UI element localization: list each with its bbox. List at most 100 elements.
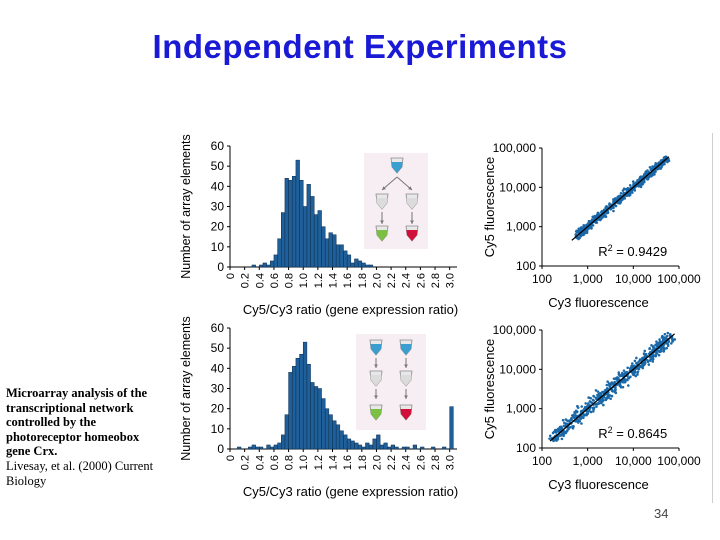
histogram-bar bbox=[295, 159, 300, 268]
histogram-bar bbox=[357, 260, 363, 268]
histogram-bar bbox=[313, 386, 319, 450]
x-axis-label: Cy5/Cy3 ratio (gene expression ratio) bbox=[243, 484, 458, 499]
histogram-bar bbox=[420, 446, 425, 450]
data-point bbox=[623, 197, 627, 200]
histogram-bar bbox=[299, 353, 304, 450]
tube-green-liquid bbox=[376, 230, 388, 241]
data-point bbox=[580, 405, 584, 408]
data-point bbox=[637, 360, 641, 363]
histogram-bar bbox=[251, 444, 256, 450]
x-tick-label: 1.4 bbox=[328, 273, 340, 288]
data-point bbox=[591, 410, 595, 413]
x-tick-label: 2.2 bbox=[386, 273, 398, 288]
data-point bbox=[606, 387, 609, 390]
data-point bbox=[658, 340, 662, 343]
histogram-bar bbox=[299, 180, 304, 268]
data-point bbox=[580, 422, 583, 425]
data-point bbox=[592, 408, 595, 411]
histogram-bar bbox=[332, 420, 337, 450]
x-axis-label: Cy5/Cy3 ratio (gene expression ratio) bbox=[243, 302, 458, 317]
data-point bbox=[639, 184, 643, 187]
data-point bbox=[631, 180, 635, 183]
tube-source-right-liquid bbox=[400, 344, 412, 355]
data-point bbox=[619, 192, 623, 195]
data-point bbox=[609, 207, 612, 211]
data-point bbox=[585, 412, 589, 415]
tube-left-mid-liquid bbox=[376, 198, 388, 209]
histogram-bar bbox=[387, 446, 392, 450]
data-point bbox=[587, 226, 591, 230]
data-point bbox=[633, 371, 637, 374]
histogram-bar bbox=[295, 358, 300, 450]
histogram-bar bbox=[317, 388, 322, 450]
data-point bbox=[624, 378, 628, 381]
data-point bbox=[596, 402, 599, 406]
data-point bbox=[642, 352, 646, 355]
histogram-bar bbox=[449, 406, 454, 450]
x-tick-label: 1.6 bbox=[342, 455, 354, 470]
caption: Microarray analysis of the transcription… bbox=[6, 386, 156, 488]
data-point bbox=[632, 183, 635, 187]
data-point bbox=[563, 421, 566, 425]
y-tick-label: 60 bbox=[211, 321, 225, 335]
histogram-bar bbox=[277, 442, 282, 450]
y-tick-label: 40 bbox=[211, 179, 225, 193]
histogram-bar bbox=[302, 341, 308, 450]
data-point bbox=[665, 342, 669, 345]
data-point bbox=[587, 219, 591, 223]
caption-title: Microarray analysis of the transcription… bbox=[6, 386, 148, 459]
r2-annotation: R2 = 0.9429 bbox=[598, 243, 667, 259]
histogram-bar bbox=[350, 440, 355, 450]
arrow-head bbox=[382, 186, 386, 190]
data-point bbox=[651, 165, 654, 168]
data-point bbox=[648, 347, 651, 351]
data-point bbox=[616, 196, 620, 199]
x-tick-label: 0.8 bbox=[284, 273, 296, 288]
histogram-bar bbox=[335, 244, 341, 268]
data-point bbox=[666, 344, 670, 348]
histogram-bar bbox=[281, 434, 286, 450]
tube-source-left-liquid bbox=[370, 344, 382, 355]
x-tick-label: 1.2 bbox=[313, 273, 325, 288]
scatter-bottom: 100 1,000 10,000 100,000 100 1,000 10,000 100,0… bbox=[482, 323, 701, 492]
histogram-bar bbox=[251, 264, 256, 268]
data-point bbox=[606, 380, 609, 383]
histogram-bar bbox=[284, 178, 289, 268]
data-point bbox=[619, 201, 622, 204]
data-point bbox=[591, 215, 595, 219]
histogram-bar bbox=[372, 438, 377, 450]
data-point bbox=[590, 218, 594, 221]
y-tick-label: 50 bbox=[211, 341, 225, 355]
histogram-bar bbox=[281, 212, 286, 268]
data-point bbox=[592, 395, 596, 398]
data-point bbox=[587, 396, 590, 399]
x-tick-label: 100 bbox=[532, 454, 552, 468]
histogram-bar bbox=[324, 238, 330, 268]
data-point bbox=[664, 337, 667, 341]
page-number: 34 bbox=[654, 506, 669, 521]
data-point bbox=[626, 366, 629, 370]
y-tick-label: 10 bbox=[211, 240, 225, 254]
x-tick-label: 100 bbox=[532, 272, 552, 286]
data-point bbox=[595, 405, 598, 408]
data-point bbox=[582, 414, 586, 417]
histogram-bar bbox=[339, 244, 344, 268]
data-point bbox=[636, 179, 639, 182]
x-tick-label: 0 bbox=[225, 273, 237, 279]
x-tick-label: 10,000 bbox=[615, 454, 652, 468]
data-point bbox=[614, 198, 617, 201]
data-point bbox=[583, 405, 587, 409]
r2-annotation: R2 = 0.8645 bbox=[598, 425, 667, 441]
histogram-bar bbox=[357, 444, 363, 450]
histogram-bar bbox=[310, 382, 315, 450]
histogram-bar bbox=[368, 264, 374, 268]
data-point bbox=[618, 384, 622, 388]
y-tick-label: 60 bbox=[211, 139, 225, 153]
regression-line bbox=[549, 333, 675, 442]
histogram-bar bbox=[324, 408, 330, 450]
data-point bbox=[590, 226, 593, 230]
data-point bbox=[571, 427, 575, 430]
histogram-bar bbox=[354, 442, 359, 450]
data-point bbox=[651, 357, 654, 361]
data-point bbox=[643, 349, 647, 353]
